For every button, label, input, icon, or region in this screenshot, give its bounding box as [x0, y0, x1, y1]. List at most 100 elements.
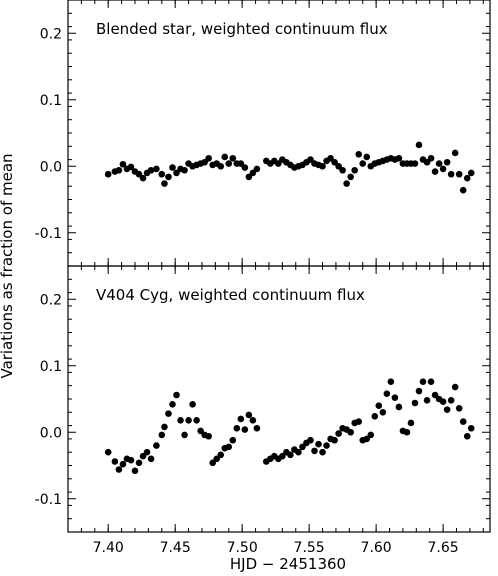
data-point — [177, 416, 184, 424]
data-point — [327, 154, 334, 162]
panel-bottom-y-axis: -0.1 0.0 0.1 0.2 — [35, 278, 490, 520]
data-point — [127, 163, 135, 171]
data-point — [237, 160, 245, 167]
data-point — [395, 403, 403, 411]
data-point — [249, 416, 257, 424]
data-point — [135, 459, 143, 467]
data-point — [158, 170, 166, 178]
data-point — [347, 428, 354, 436]
data-point — [451, 149, 459, 157]
data-point — [161, 180, 168, 187]
data-point — [459, 186, 467, 194]
data-point — [415, 387, 423, 395]
data-point — [415, 141, 423, 149]
data-point — [319, 448, 326, 456]
y-tick-label: -0.1 — [35, 226, 62, 242]
panel-top-points — [104, 141, 475, 194]
data-point — [331, 436, 338, 444]
data-point — [119, 160, 127, 168]
data-point — [143, 448, 151, 456]
data-point — [459, 418, 467, 425]
y-tick-label: 0.1 — [40, 359, 62, 375]
data-point — [245, 411, 253, 419]
data-point — [375, 402, 383, 409]
data-point — [205, 154, 212, 162]
data-point — [427, 378, 435, 386]
y-axis-label: Variations as fraction of mean — [0, 153, 16, 378]
data-point — [311, 447, 318, 455]
x-tick-label: 7.40 — [93, 540, 124, 556]
panel-top-y-axis: -0.1 0.0 0.1 0.2 — [35, 12, 490, 254]
data-point — [193, 416, 200, 424]
data-point — [147, 166, 155, 174]
data-point — [249, 169, 257, 177]
data-point — [407, 419, 415, 427]
data-point — [411, 399, 419, 407]
data-point — [169, 401, 176, 408]
y-tick-label: 0.2 — [40, 292, 62, 308]
data-point — [467, 424, 475, 432]
data-point — [295, 448, 302, 456]
data-point — [205, 432, 212, 440]
data-point — [467, 169, 475, 177]
x-tick-label: 7.45 — [160, 540, 191, 556]
data-point — [131, 467, 139, 475]
data-point — [347, 173, 354, 181]
data-point — [331, 158, 338, 166]
data-point — [189, 401, 196, 408]
data-point — [447, 170, 455, 178]
data-point — [319, 162, 326, 170]
data-point — [181, 431, 188, 439]
data-point — [229, 436, 237, 444]
panel-bottom-title: V404 Cyg, weighted continuum flux — [96, 286, 365, 304]
x-tick-label: 7.50 — [227, 540, 258, 556]
y-tick-label: -0.1 — [35, 492, 62, 508]
panel-top-blended-star: Blended star, weighted continuum flux -0… — [35, 0, 491, 267]
data-point — [104, 170, 112, 178]
data-point — [411, 160, 419, 167]
data-point — [419, 378, 427, 386]
data-point — [115, 166, 123, 174]
data-point — [153, 442, 160, 449]
data-point — [253, 165, 261, 173]
data-point — [335, 162, 342, 170]
data-point — [455, 405, 463, 412]
data-point — [147, 455, 155, 463]
panel-top-title: Blended star, weighted continuum flux — [96, 20, 388, 38]
data-point — [213, 455, 221, 463]
data-point — [217, 451, 225, 459]
data-point — [197, 427, 204, 435]
data-point — [427, 154, 435, 162]
data-point — [139, 452, 147, 460]
data-point — [431, 168, 439, 175]
data-point — [391, 394, 399, 401]
data-point — [225, 443, 233, 451]
data-point — [241, 426, 249, 433]
data-point — [185, 416, 192, 424]
data-point — [383, 390, 391, 397]
data-point — [253, 424, 261, 432]
data-point — [245, 173, 253, 181]
data-point — [463, 432, 471, 440]
data-point — [355, 150, 363, 158]
data-point — [379, 409, 387, 416]
data-point — [387, 378, 395, 386]
data-point — [241, 164, 249, 171]
data-point — [201, 158, 208, 166]
data-point — [431, 391, 439, 399]
data-point — [359, 160, 367, 167]
data-point — [119, 460, 127, 468]
data-point — [367, 431, 375, 439]
data-point — [229, 154, 237, 162]
data-point — [153, 165, 160, 173]
data-point — [169, 164, 176, 171]
y-tick-label: 0.1 — [40, 93, 62, 109]
x-tick-label: 7.55 — [294, 540, 325, 556]
panel-bottom-v404-cyg: V404 Cyg, weighted continuum flux -0.1 0.… — [35, 265, 491, 556]
data-point — [363, 153, 371, 161]
data-point — [343, 180, 350, 187]
data-point — [463, 174, 471, 182]
data-point — [447, 397, 455, 404]
data-point — [279, 452, 286, 460]
